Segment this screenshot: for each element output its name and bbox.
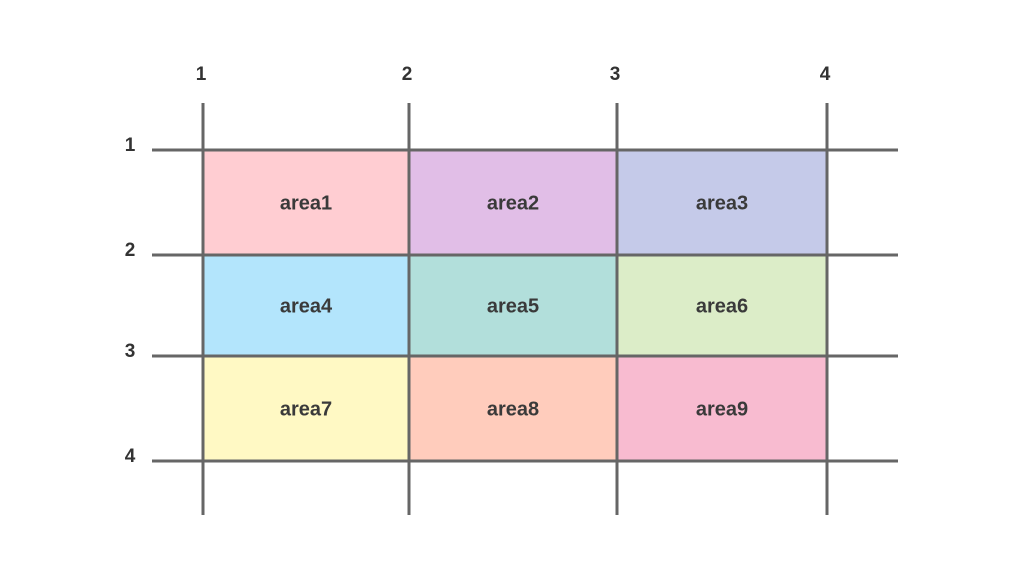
area-fill-9 [617, 356, 827, 461]
area-fill-3 [617, 150, 827, 255]
grid-lines [152, 103, 898, 515]
area-label-4: area4 [280, 296, 333, 318]
area-fill-5 [409, 255, 617, 356]
area-label-2: area2 [487, 193, 539, 215]
row-line-label-4: 4 [125, 446, 136, 467]
grid-areas: area1 area2 area3 area4 area5 area6 area7 area8… [203, 150, 827, 461]
column-line-label-1: 1 [196, 64, 207, 85]
row-line-label-2: 2 [125, 240, 136, 261]
area-cell-4: area4 [203, 255, 409, 356]
area-cell-2: area2 [409, 150, 617, 255]
row-line-labels: 1 2 3 4 [125, 135, 136, 467]
column-line-label-3: 3 [610, 64, 621, 85]
area-fill-6 [617, 255, 827, 356]
area-label-7: area7 [280, 399, 332, 421]
column-line-label-4: 4 [820, 64, 831, 85]
area-fill-8 [409, 356, 617, 461]
area-cell-3: area3 [617, 150, 827, 255]
area-label-9: area9 [696, 399, 748, 421]
area-fill-7 [203, 356, 409, 461]
area-cell-5: area5 [409, 255, 617, 356]
area-fill-4 [203, 255, 409, 356]
area-label-6: area6 [696, 296, 748, 318]
area-label-3: area3 [696, 193, 748, 215]
area-label-1: area1 [280, 193, 332, 215]
area-cell-6: area6 [617, 255, 827, 356]
column-line-labels: 1 2 3 4 [196, 64, 831, 85]
area-cell-8: area8 [409, 356, 617, 461]
area-label-5: area5 [487, 296, 539, 318]
column-line-label-2: 2 [402, 64, 413, 85]
row-line-label-3: 3 [125, 341, 136, 362]
area-cell-1: area1 [203, 150, 409, 255]
area-label-8: area8 [487, 399, 539, 421]
area-cell-9: area9 [617, 356, 827, 461]
row-line-label-1: 1 [125, 135, 136, 156]
area-fill-2 [409, 150, 617, 255]
area-cell-7: area7 [203, 356, 409, 461]
area-fill-1 [203, 150, 409, 255]
